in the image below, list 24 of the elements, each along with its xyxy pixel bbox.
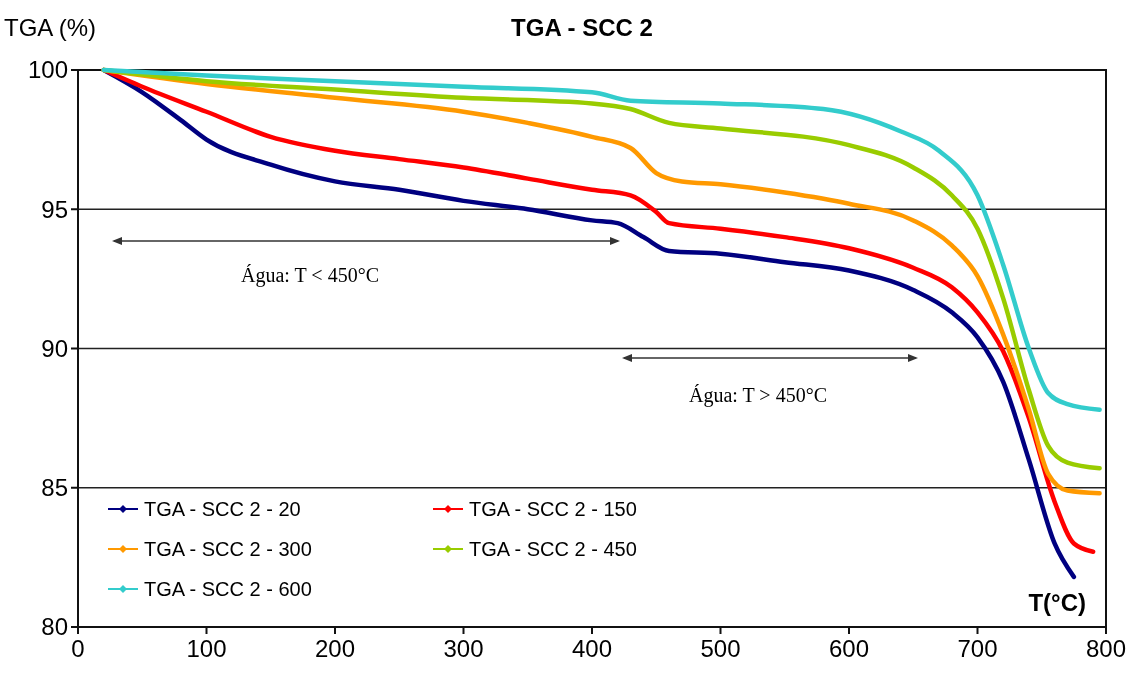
- x-tick-label: 700: [957, 635, 998, 662]
- y-tick-label: 85: [41, 474, 68, 502]
- legend-label: TGA - SCC 2 - 300: [144, 538, 312, 560]
- x-tick-label: 800: [1085, 635, 1127, 662]
- y-tick-label: 90: [41, 334, 68, 362]
- y-tick-label: 95: [41, 195, 68, 223]
- annotation: Água: T > 450°C: [689, 384, 827, 407]
- x-tick-label: 400: [571, 635, 613, 662]
- x-tick-label: 300: [443, 635, 484, 662]
- x-tick-label: 100: [186, 635, 227, 662]
- x-tick-label: 500: [700, 635, 741, 662]
- y-tick-label: 100: [27, 56, 68, 84]
- x-tick-label: 0: [71, 635, 85, 662]
- x-tick-label: 200: [314, 635, 356, 662]
- chart-title: TGA - SCC 2: [511, 14, 653, 41]
- legend-label: TGA - SCC 2 - 450: [469, 538, 637, 560]
- annotation: Água: T < 450°C: [241, 264, 379, 287]
- x-tick-label: 600: [828, 635, 870, 662]
- legend-label: TGA - SCC 2 - 150: [469, 498, 637, 520]
- x-axis-title: T(°C): [1028, 589, 1086, 616]
- legend-label: TGA - SCC 2 - 20: [144, 498, 301, 520]
- y-tick-label: 80: [41, 613, 68, 641]
- y-axis-title: TGA (%): [4, 14, 97, 41]
- legend-label: TGA - SCC 2 - 600: [144, 578, 312, 600]
